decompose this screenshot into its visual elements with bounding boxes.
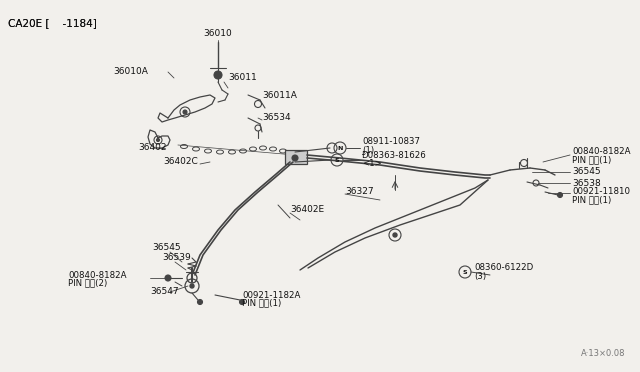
Text: PIN ピン(1): PIN ピン(1) (572, 155, 611, 164)
Bar (285, 150, 307, 164)
Text: 36538: 36538 (572, 179, 601, 187)
Text: 36402: 36402 (138, 144, 166, 153)
Text: 36539: 36539 (162, 253, 191, 263)
Text: (1): (1) (362, 145, 374, 154)
Text: 36011A: 36011A (262, 92, 297, 100)
Text: (3): (3) (474, 272, 486, 280)
Text: S: S (463, 269, 467, 275)
Text: CA20E [    -1184]: CA20E [ -1184] (8, 18, 97, 28)
Text: PIN ピン(1): PIN ピン(1) (242, 298, 281, 308)
Text: A·13×0.08: A·13×0.08 (580, 349, 625, 358)
Text: 36545: 36545 (152, 244, 180, 253)
Circle shape (183, 110, 187, 114)
Text: 36402E: 36402E (290, 205, 324, 215)
Text: 00840-8182A: 00840-8182A (572, 148, 630, 157)
Circle shape (557, 192, 563, 198)
Text: 36547: 36547 (150, 288, 179, 296)
Circle shape (393, 233, 397, 237)
Text: Ð08363-81626: Ð08363-81626 (362, 151, 427, 160)
Text: 00921-11810: 00921-11810 (572, 187, 630, 196)
Text: 36010A: 36010A (113, 67, 148, 77)
Text: 00921-1182A: 00921-1182A (242, 291, 300, 299)
Circle shape (198, 299, 202, 305)
Text: 00840-8182A: 00840-8182A (68, 270, 127, 279)
Text: PIN ピン(1): PIN ピン(1) (572, 196, 611, 205)
Circle shape (190, 284, 194, 288)
Text: 36011: 36011 (228, 74, 257, 83)
Circle shape (165, 275, 171, 281)
Text: 36402C: 36402C (163, 157, 198, 167)
Circle shape (157, 138, 159, 141)
Text: N: N (337, 145, 342, 151)
Text: S: S (335, 157, 339, 163)
Text: 08911-10837: 08911-10837 (362, 138, 420, 147)
Text: 36327: 36327 (345, 187, 374, 196)
Text: 36534: 36534 (262, 113, 291, 122)
Text: <1>: <1> (362, 158, 381, 167)
Text: 08360-6122D: 08360-6122D (474, 263, 533, 273)
Text: CA20E [    -1184]: CA20E [ -1184] (8, 18, 97, 28)
Text: PIN ピン(2): PIN ピン(2) (68, 279, 108, 288)
Circle shape (214, 71, 222, 79)
Text: 36010: 36010 (204, 29, 232, 38)
Circle shape (239, 299, 244, 305)
Text: 36545: 36545 (572, 167, 600, 176)
Circle shape (292, 155, 298, 161)
